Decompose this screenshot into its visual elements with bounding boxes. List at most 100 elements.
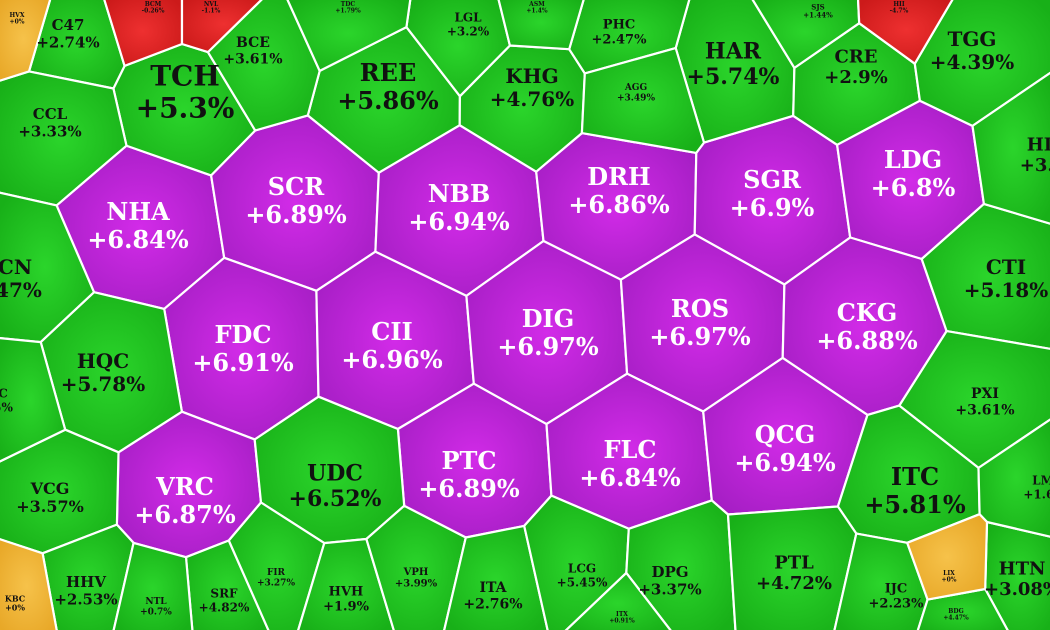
ticker-label: VPH: [403, 567, 429, 578]
ticker-label: CKG: [837, 298, 897, 327]
ticker-label: LIX: [943, 570, 955, 577]
ticker-label: CCL: [33, 105, 68, 123]
ticker-label: TCH: [150, 59, 220, 92]
change-label: +4.47%: [943, 615, 969, 622]
ticker-label: AGG: [624, 83, 647, 93]
cell-hvx[interactable]: [0, 0, 52, 82]
cell-hd[interactable]: [971, 70, 1050, 225]
ticker-label: HD: [1027, 134, 1050, 155]
ticker-label: DPG: [651, 563, 688, 581]
change-label: +2.9%: [824, 67, 888, 88]
cell-asm[interactable]: [497, 0, 585, 51]
ticker-label: HII: [893, 1, 904, 8]
ticker-label: LCG: [568, 562, 596, 576]
ticker-label: QCG: [755, 420, 816, 449]
ticker-label: BCM: [145, 1, 162, 8]
ticker-label: C47: [52, 16, 85, 34]
ticker-label: CTI: [986, 255, 1026, 279]
ticker-label: SJS: [811, 3, 824, 12]
change-label: +0%: [5, 603, 25, 613]
change-label: +4.82%: [199, 600, 250, 614]
change-label: +2.47%: [592, 32, 648, 47]
ticker-label: ITC: [891, 462, 939, 491]
cell-lix[interactable]: [906, 513, 989, 601]
ticker-label: VRC: [155, 472, 214, 501]
change-label: +2.23%: [869, 596, 925, 611]
ticker-label: HVX: [10, 12, 25, 19]
change-label: 5%: [0, 400, 13, 414]
ticker-label: LM: [1032, 474, 1050, 488]
change-label: +4.39%: [930, 50, 1014, 74]
change-label: +6.97%: [649, 322, 751, 351]
cell-hii[interactable]: [856, 0, 955, 65]
ticker-label: TDC: [341, 1, 356, 8]
change-label: +5.86%: [337, 86, 439, 115]
ticker-label: TGG: [947, 27, 996, 51]
ticker-label: BDG: [948, 608, 963, 615]
change-label: +4.72%: [756, 573, 832, 594]
cell-kbc[interactable]: [0, 538, 58, 630]
ticker-label: HAR: [705, 39, 762, 65]
change-label: +6.84%: [87, 225, 189, 254]
change-label: +5.78%: [61, 372, 145, 396]
ticker-label: HVH: [329, 584, 364, 599]
change-label: +3.37%: [638, 580, 701, 598]
ticker-label: SCR: [268, 172, 325, 201]
ticker-label: CRE: [834, 46, 877, 67]
ticker-label: PXI: [971, 386, 999, 402]
ticker-label: HHV: [66, 573, 106, 591]
ticker-label: VCG: [30, 479, 70, 498]
ticker-label: REE: [360, 58, 417, 87]
ticker-label: DRH: [587, 162, 650, 191]
ticker-label: FDC: [215, 320, 272, 349]
change-label: +3.57%: [16, 497, 84, 516]
change-label: +3.49%: [617, 94, 655, 104]
change-label: +2.76%: [463, 596, 522, 612]
change-label: +6.96%: [341, 345, 443, 374]
ticker-label: C: [0, 387, 8, 401]
change-label: +5.18%: [964, 278, 1048, 302]
change-label: +6.89%: [418, 474, 520, 503]
change-label: +1.79%: [335, 8, 361, 15]
cell-c[interactable]: [0, 336, 67, 464]
ticker-label: DIG: [522, 304, 575, 333]
change-label: +5.45%: [557, 575, 608, 589]
change-label: +6.91%: [192, 348, 294, 377]
change-label: +0%: [942, 577, 957, 584]
change-label: +6.89%: [245, 200, 347, 229]
change-label: +3.33%: [18, 122, 81, 140]
change-label: +0.91%: [609, 618, 635, 625]
ticker-label: FIR: [267, 568, 286, 578]
change-label: +6.87%: [134, 500, 236, 529]
cell-agg[interactable]: [580, 46, 706, 154]
cell-ntl[interactable]: [112, 541, 194, 630]
change-label: +6.9%: [730, 193, 815, 222]
cell-nvl[interactable]: [180, 0, 265, 54]
change-label: +6.94%: [408, 207, 510, 236]
ticker-label: NBB: [428, 179, 491, 208]
change-label: -0.26%: [142, 8, 165, 15]
ticker-label: UDC: [307, 461, 363, 487]
ticker-label: KBC: [5, 593, 25, 603]
change-label: -4.7%: [890, 8, 909, 15]
ticker-label: ROS: [671, 294, 729, 323]
ticker-label: CN: [0, 255, 32, 279]
change-label: .47%: [0, 278, 42, 302]
ticker-label: FLC: [603, 435, 656, 464]
change-label: +6.8%: [871, 173, 956, 202]
cell-itx[interactable]: [562, 571, 673, 630]
ticker-label: LGL: [454, 11, 482, 25]
change-label: +6.94%: [734, 448, 836, 477]
cell-tdc[interactable]: [286, 0, 412, 73]
ticker-label: ITA: [479, 580, 507, 596]
change-label: +6.84%: [579, 463, 681, 492]
ticker-label: PHC: [603, 17, 635, 32]
change-label: +5.74%: [687, 64, 780, 90]
ticker-label: IJC: [885, 581, 908, 596]
change-label: +3.27%: [257, 579, 295, 589]
change-label: +3.99%: [395, 579, 438, 590]
change-label: +4.76%: [490, 87, 574, 111]
change-label: +3.61%: [223, 51, 282, 67]
